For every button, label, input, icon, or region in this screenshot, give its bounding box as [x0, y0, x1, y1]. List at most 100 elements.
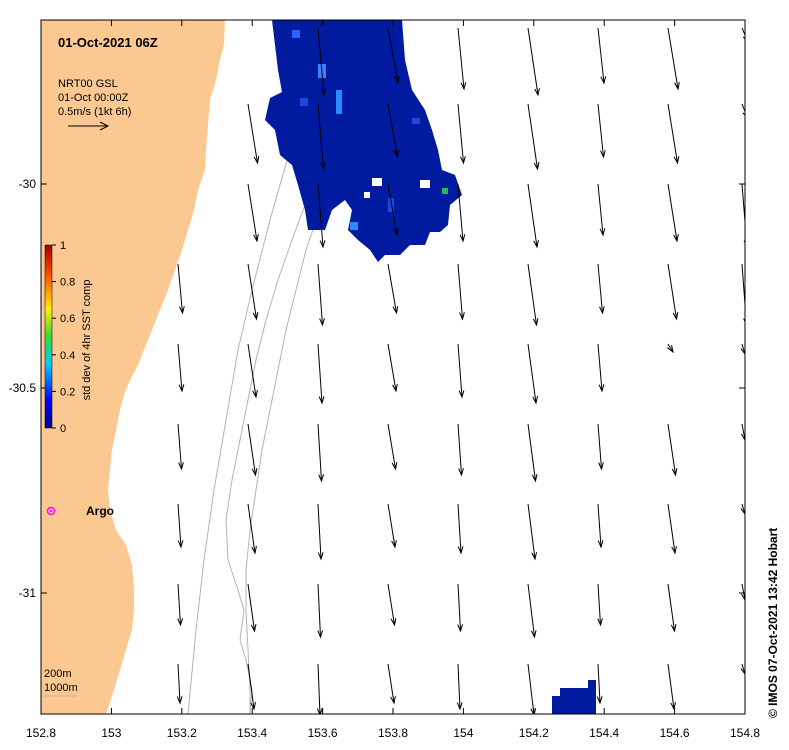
- current-arrow: [387, 183, 398, 236]
- sst-patch-cell: [350, 222, 358, 230]
- current-arrow: [317, 27, 325, 96]
- current-arrow-head: [532, 396, 538, 405]
- current-arrow-head: [534, 88, 540, 97]
- current-arrow-head: [316, 708, 323, 714]
- current-arrow-head: [460, 156, 466, 165]
- y-tick-label: -31: [19, 586, 37, 600]
- current-arrow-head: [740, 346, 745, 355]
- x-tick-label: 153.8: [378, 726, 408, 740]
- current-arrow-head: [742, 112, 745, 116]
- x-tick-label: 152.8: [26, 726, 56, 740]
- current-arrow: [247, 503, 256, 554]
- credit-text: © IMOS 07-Oct-2021 13:42 Hobart: [766, 528, 780, 718]
- current-arrow-head: [252, 390, 258, 399]
- current-arrow: [457, 263, 463, 320]
- current-arrow: [667, 183, 678, 242]
- sst-patch-cell: [388, 198, 394, 212]
- current-arrow-head: [531, 474, 538, 483]
- current-arrow: [457, 423, 462, 476]
- current-arrow: [457, 183, 464, 242]
- current-arrow-head: [458, 468, 464, 477]
- current-arrow-head: [670, 624, 677, 633]
- current-arrow: [387, 263, 397, 314]
- current-arrow-head: [392, 306, 399, 315]
- current-arrow: [741, 27, 745, 37]
- current-arrow: [597, 27, 605, 84]
- current-arrow: [667, 583, 675, 632]
- colorbar-label: std dev of 4hr SST comp: [81, 280, 93, 401]
- current-arrow: [457, 663, 461, 710]
- sst-patch-cell: [442, 188, 448, 194]
- current-arrow-head: [459, 312, 465, 321]
- current-arrow: [597, 663, 601, 704]
- current-arrow: [387, 583, 395, 626]
- current-arrow: [527, 423, 536, 482]
- y-tick-label: -30.5: [9, 381, 37, 395]
- current-arrow: [667, 423, 676, 476]
- x-tick-label: 153.6: [308, 726, 338, 740]
- current-arrow: [317, 423, 322, 482]
- current-arrow: [597, 423, 602, 470]
- current-arrow-head: [458, 390, 465, 399]
- current-arrow-head: [319, 240, 326, 249]
- current-arrow-head: [178, 384, 185, 393]
- current-arrow-head: [531, 552, 538, 561]
- current-arrow-head: [178, 462, 184, 471]
- argo-float-icon: [46, 506, 56, 516]
- current-arrow-head: [673, 234, 679, 243]
- current-legend-model: NRT00 GSL: [58, 78, 118, 90]
- current-arrow: [527, 663, 535, 714]
- current-arrow-head: [253, 156, 260, 165]
- current-arrow: [667, 343, 674, 353]
- sst-patch-gap: [364, 192, 370, 198]
- current-arrow-head: [457, 624, 464, 633]
- current-arrow: [387, 27, 399, 84]
- colorbar-tick-label: 0: [60, 423, 66, 435]
- x-tick-label: 154.2: [519, 726, 549, 740]
- current-arrow: [527, 503, 536, 560]
- colorbar-ticks: 0 0.2 0.4 0.6 0.8 1: [52, 240, 75, 435]
- sst-patch-cell: [412, 118, 420, 124]
- current-arrow: [457, 27, 465, 90]
- sst-patch-main: [265, 20, 462, 262]
- current-arrow-head: [740, 593, 745, 601]
- current-arrow: [387, 103, 398, 158]
- current-arrow-head: [320, 162, 326, 171]
- current-arrow: [387, 423, 396, 470]
- current-arrow-head: [393, 150, 400, 159]
- current-arrow: [527, 183, 538, 248]
- current-arrow: [387, 343, 397, 392]
- current-arrow: [177, 503, 182, 548]
- current-arrow-head: [394, 76, 400, 85]
- current-arrow: [317, 583, 321, 638]
- colorbar-tick-label: 0.6: [60, 313, 75, 325]
- current-arrow: [597, 583, 601, 626]
- current-arrow-head: [177, 618, 183, 627]
- current-arrow-head: [673, 156, 680, 165]
- current-arrow-head: [670, 702, 676, 711]
- current-arrow-head: [674, 82, 680, 91]
- current-legend-scale: 0.5m/s (1kt 6h): [58, 106, 131, 118]
- current-arrow-head: [599, 228, 606, 237]
- current-arrow: [317, 103, 324, 170]
- x-axis-ticks: 152.8 153 153.2 153.4 153.6 153.8 154 154.2 154.…: [26, 20, 760, 740]
- current-arrow-head: [743, 318, 745, 323]
- current-arrow-head: [460, 82, 467, 91]
- current-arrow: [527, 263, 537, 326]
- current-arrow: [667, 263, 677, 320]
- current-arrow-head: [392, 384, 398, 393]
- current-arrow: [667, 503, 676, 554]
- current-arrow: [317, 663, 321, 714]
- current-arrow-head: [600, 76, 607, 85]
- current-arrow: [527, 27, 539, 96]
- current-arrows: [176, 27, 745, 714]
- current-arrow-head: [596, 696, 603, 705]
- current-arrow-head: [390, 618, 397, 627]
- current-arrow-head: [393, 228, 399, 237]
- current-arrow-head: [251, 468, 258, 477]
- current-arrow: [317, 503, 322, 560]
- colorbar: [44, 244, 53, 429]
- current-arrow-head: [671, 546, 677, 555]
- current-arrow: [457, 103, 464, 164]
